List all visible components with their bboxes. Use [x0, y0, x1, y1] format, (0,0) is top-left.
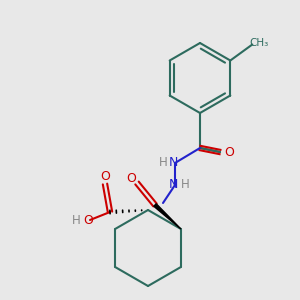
Text: O: O	[126, 172, 136, 185]
Text: CH₃: CH₃	[250, 38, 269, 47]
Text: O: O	[83, 214, 93, 226]
Text: H: H	[181, 178, 189, 191]
Text: O: O	[224, 146, 234, 158]
Text: N: N	[168, 178, 178, 191]
Text: N: N	[168, 157, 178, 169]
Text: H: H	[159, 157, 167, 169]
Polygon shape	[154, 204, 181, 229]
Text: H: H	[72, 214, 80, 226]
Text: O: O	[100, 169, 110, 182]
